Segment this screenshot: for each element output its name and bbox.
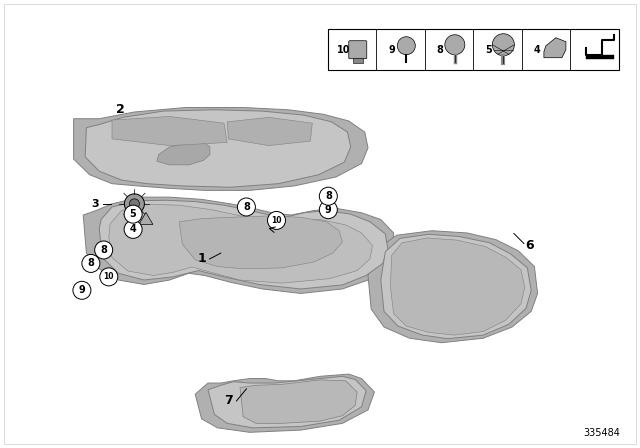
Polygon shape — [227, 117, 312, 146]
Text: 10: 10 — [337, 45, 350, 55]
Polygon shape — [157, 142, 210, 165]
Text: 3: 3 — [91, 199, 99, 209]
Text: 7: 7 — [224, 394, 233, 408]
Text: 6: 6 — [525, 239, 534, 252]
Polygon shape — [109, 204, 372, 283]
Text: 9: 9 — [325, 205, 332, 215]
Circle shape — [397, 37, 415, 55]
Text: 335484: 335484 — [583, 428, 620, 438]
Circle shape — [82, 254, 100, 272]
Polygon shape — [112, 116, 227, 146]
Text: 4: 4 — [534, 45, 541, 55]
Text: 1: 1 — [197, 252, 206, 266]
Circle shape — [124, 205, 142, 223]
Polygon shape — [83, 197, 394, 293]
Circle shape — [445, 35, 465, 55]
Circle shape — [95, 241, 113, 259]
Text: 5: 5 — [130, 209, 136, 219]
Text: 9: 9 — [79, 285, 85, 295]
Polygon shape — [195, 374, 374, 432]
Text: 8: 8 — [325, 191, 332, 201]
Polygon shape — [368, 231, 538, 343]
Polygon shape — [74, 108, 368, 190]
Polygon shape — [381, 234, 531, 339]
Circle shape — [268, 211, 285, 229]
Bar — [586, 55, 614, 59]
Circle shape — [124, 220, 142, 238]
Text: 10: 10 — [271, 216, 282, 225]
Text: 8: 8 — [243, 202, 250, 212]
Text: 8: 8 — [437, 45, 444, 55]
Polygon shape — [139, 212, 153, 224]
Circle shape — [100, 268, 118, 286]
Text: 9: 9 — [388, 45, 395, 55]
Polygon shape — [544, 38, 566, 58]
Bar — [328, 29, 619, 70]
Text: 8: 8 — [88, 258, 94, 268]
Text: 5: 5 — [485, 45, 492, 55]
Circle shape — [319, 201, 337, 219]
Polygon shape — [85, 110, 351, 187]
Circle shape — [129, 199, 140, 209]
Circle shape — [237, 198, 255, 216]
Circle shape — [73, 281, 91, 299]
Text: 8: 8 — [100, 245, 107, 255]
Text: 10: 10 — [104, 272, 114, 281]
Circle shape — [319, 187, 337, 205]
Bar — [353, 58, 363, 63]
Text: 4: 4 — [130, 224, 136, 234]
FancyBboxPatch shape — [349, 41, 367, 59]
Text: 2: 2 — [116, 103, 125, 116]
Polygon shape — [179, 216, 342, 269]
Polygon shape — [99, 200, 388, 289]
Polygon shape — [208, 376, 366, 428]
Circle shape — [492, 34, 515, 56]
Polygon shape — [390, 238, 525, 335]
Polygon shape — [240, 380, 357, 423]
Circle shape — [124, 194, 145, 214]
